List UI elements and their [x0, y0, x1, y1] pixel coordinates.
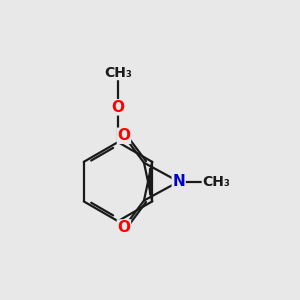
Text: O: O — [112, 100, 124, 115]
Text: N: N — [172, 174, 185, 189]
Text: O: O — [117, 128, 130, 143]
Text: O: O — [117, 220, 130, 235]
Text: CH₃: CH₃ — [104, 65, 132, 80]
Text: CH₃: CH₃ — [202, 175, 230, 189]
